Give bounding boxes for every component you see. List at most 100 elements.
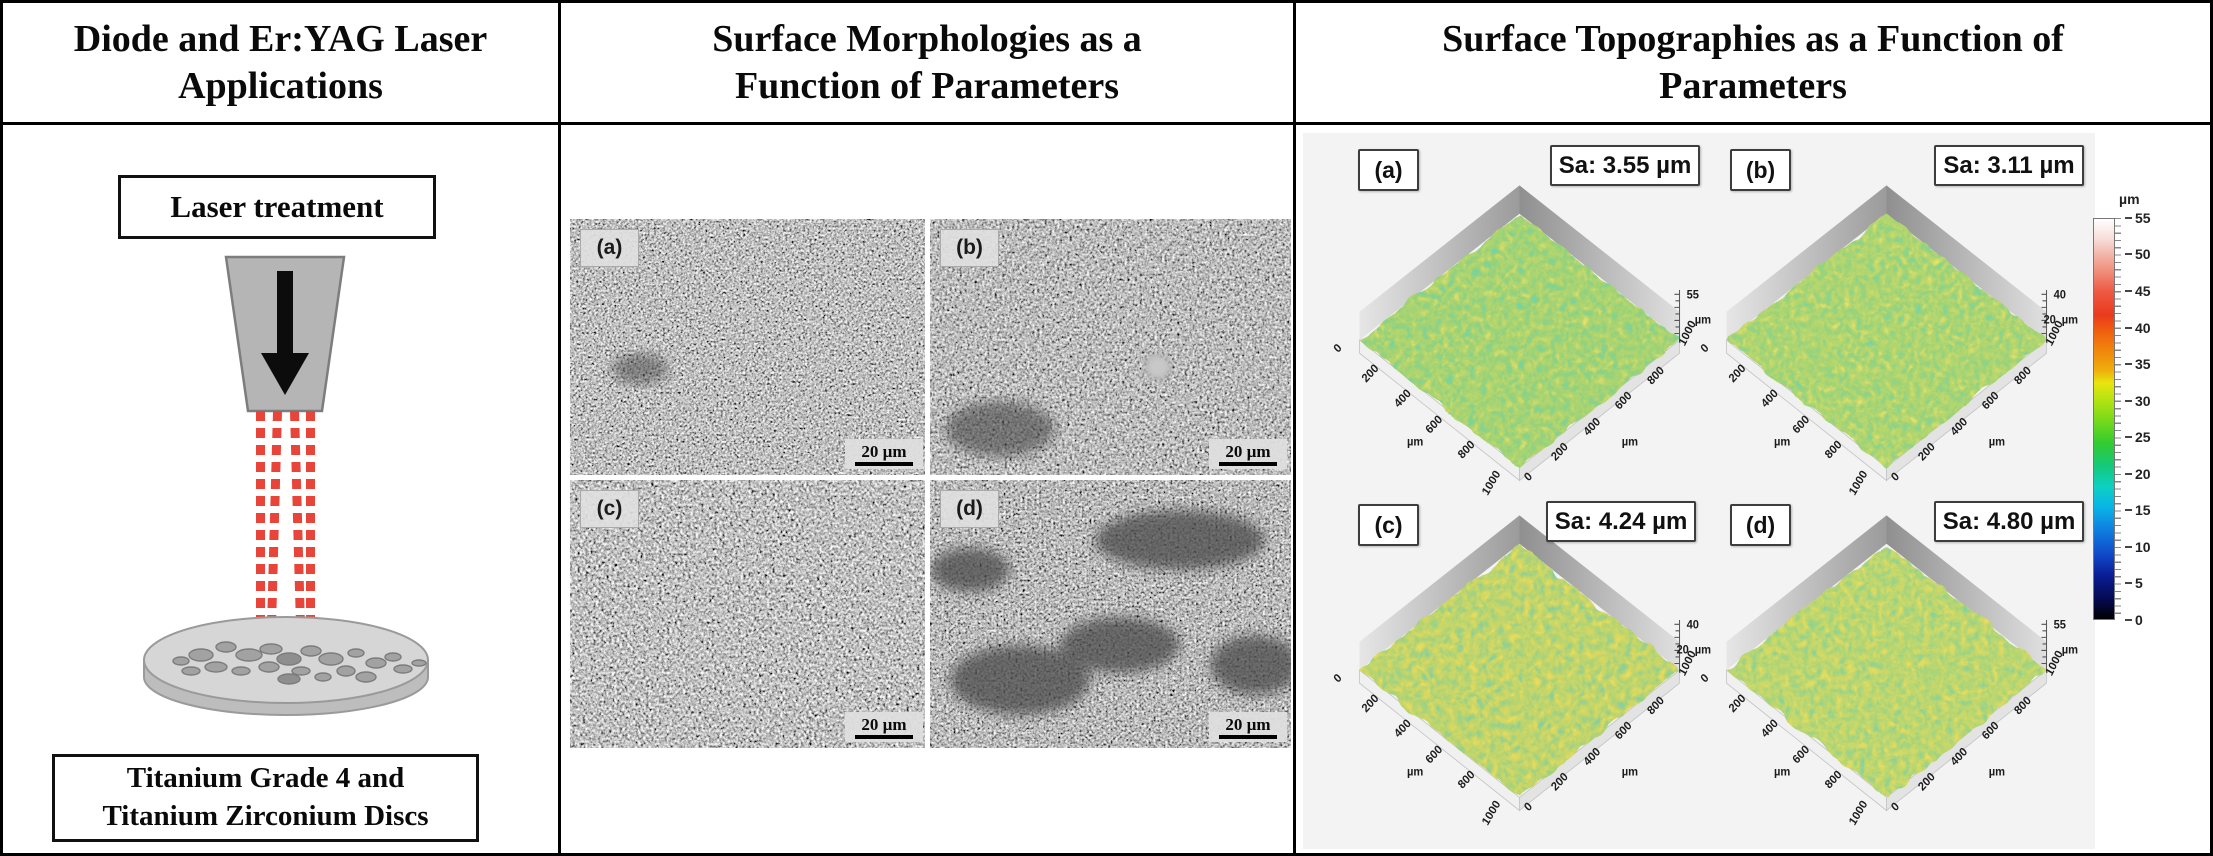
scalebar-c: 20 µm [845,712,923,742]
colorbar-tick-5-text: 5 [2135,575,2143,591]
surface-d [1726,543,2047,798]
disc-caption-box: Titanium Grade 4 and Titanium Zirconium … [52,754,479,842]
colorbar-tick-15-text: 15 [2135,502,2151,518]
scalebar-b-bar [1219,461,1277,466]
plot-tag-b-text: (b) [1745,156,1776,183]
b-xtick-1000: 1000 [1847,469,1870,498]
d-ztick-top: 55 [2054,619,2067,631]
d-xtick-0: 0 [1699,672,1712,685]
b-ztick-mid: 20 [2043,314,2055,326]
sem-label-d-text: (d) [956,497,983,520]
c-ztick-top: 40 [1687,619,1699,631]
sem-label-d: (d) [940,490,999,528]
colorbar-tick-50: 50 [2125,245,2159,263]
arrow-down-icon [261,271,309,395]
plot-tag-d: (d) [1730,504,1791,546]
laser-handpiece [224,255,346,413]
colorbar-unit: µm [2119,191,2140,207]
surface-c [1359,543,1680,798]
disc-caption-line1: Titanium Grade 4 and [126,762,405,795]
c-ztick-mid: 20 [1676,644,1688,656]
plot-tag-c-text: (c) [1374,511,1403,538]
colorbar-tick-20: 20 [2125,465,2159,483]
colorbar-tick-40: 40 [2125,319,2159,337]
disc-caption-line2: Titanium Zirconium Discs [102,800,429,832]
colorbar-tick-10: 10 [2125,538,2159,556]
colorbar-tick-25-text: 25 [2135,429,2151,445]
scalebar-d-text: 20 µm [1225,714,1271,734]
laser-beam-dash-4 [306,411,315,663]
colorbar-minor-ticks [2115,218,2121,620]
colorbar-tick-55: 55 [2125,209,2159,227]
b-ztick-top: 40 [2054,289,2066,301]
sem-label-c: (c) [580,490,639,528]
right-panel-title: Surface Topographies as a Function of Pa… [1296,3,2210,122]
colorbar-tick-0: 0 [2125,611,2159,629]
colorbar-tick-50-text: 50 [2135,246,2151,262]
disc-spots [172,641,427,685]
sa-badge-d-text: Sa: 4.80 µm [1942,507,2076,535]
a-xtick-1000: 1000 [1480,469,1503,498]
plot-tag-a-text: (a) [1374,156,1403,183]
plot-tag-b: (b) [1730,149,1791,191]
c-z-unit: µm [1695,644,1711,656]
d-y-unit: µm [1989,766,2005,778]
sem-label-b: (b) [940,229,999,267]
colorbar-tick-30-text: 30 [2135,393,2151,409]
sem-label-b-text: (b) [956,236,983,259]
plot-tag-a: (a) [1358,149,1419,191]
colorbar-tick-0-text: 0 [2135,612,2143,628]
divider-left-middle [558,3,561,853]
middle-panel-title-line1: Surface Morphologies as a [712,18,1142,61]
title-separator-line [3,122,2210,125]
scalebar-a: 20 µm [845,439,923,469]
colorbar-tick-45: 45 [2125,282,2159,300]
colorbar-unit-text: µm [2119,191,2140,207]
left-panel-title-line2: Applications [178,64,383,107]
colorbar-tick-35: 35 [2125,355,2159,373]
colorbar-tick-10-text: 10 [2135,539,2151,555]
a-x-unit: µm [1407,436,1423,448]
scalebar-b: 20 µm [1209,439,1287,469]
d-x-unit: µm [1774,766,1790,778]
b-x-unit: µm [1774,436,1790,448]
surface-a [1359,213,1680,468]
sa-badge-b: Sa: 3.11 µm [1934,145,2084,186]
a-xtick-0: 0 [1332,342,1345,355]
sa-badge-c-text: Sa: 4.24 µm [1554,507,1688,535]
scalebar-c-text: 20 µm [861,714,907,734]
laser-beam-dash-1 [256,411,265,663]
middle-panel-title-line2: Function of Parameters [734,64,1120,107]
right-panel-title-line2: Parameters [1659,64,1847,107]
c-xtick-0: 0 [1332,672,1345,685]
sa-badge-a: Sa: 3.55 µm [1550,145,1700,186]
divider-middle-right [1293,3,1296,853]
colorbar [2093,218,2115,620]
plot-tag-c: (c) [1358,504,1419,546]
sa-badge-b-text: Sa: 3.11 µm [1943,151,2075,179]
left-panel-title: Diode and Er:YAG Laser Applications [3,3,558,122]
surface-b [1726,213,2047,468]
b-y-unit: µm [1989,436,2005,448]
colorbar-tick-45-text: 45 [2135,283,2151,299]
middle-panel-title: Surface Morphologies as a Function of Pa… [561,3,1293,122]
topography-plot-b: 0 200 400 600 800 1000 µm 200 400 600 80… [1699,185,2078,498]
sem-label-a: (a) [580,229,639,267]
sem-d-smooth-patches [930,510,1291,715]
colorbar-tick-20-text: 20 [2135,466,2151,482]
sa-badge-a-text: Sa: 3.55 µm [1558,151,1692,179]
colorbar-tick-35-text: 35 [2135,356,2151,372]
laser-treatment-label: Laser treatment [170,189,384,224]
sa-badge-d: Sa: 4.80 µm [1934,501,2084,542]
c-xtick-1000: 1000 [1480,799,1503,828]
colorbar-tick-30: 30 [2125,392,2159,410]
sem-label-c-text: (c) [596,497,623,520]
titanium-disc-illustration [143,616,429,716]
topography-plot-a: 0 200 400 600 800 1000 µm 200 400 600 80… [1332,185,1711,498]
colorbar-tick-25: 25 [2125,428,2159,446]
d-z-unit: µm [2062,644,2078,656]
sem-label-a-text: (a) [596,236,623,259]
d-xtick-1000: 1000 [1847,799,1870,828]
scalebar-d-bar [1219,734,1277,739]
